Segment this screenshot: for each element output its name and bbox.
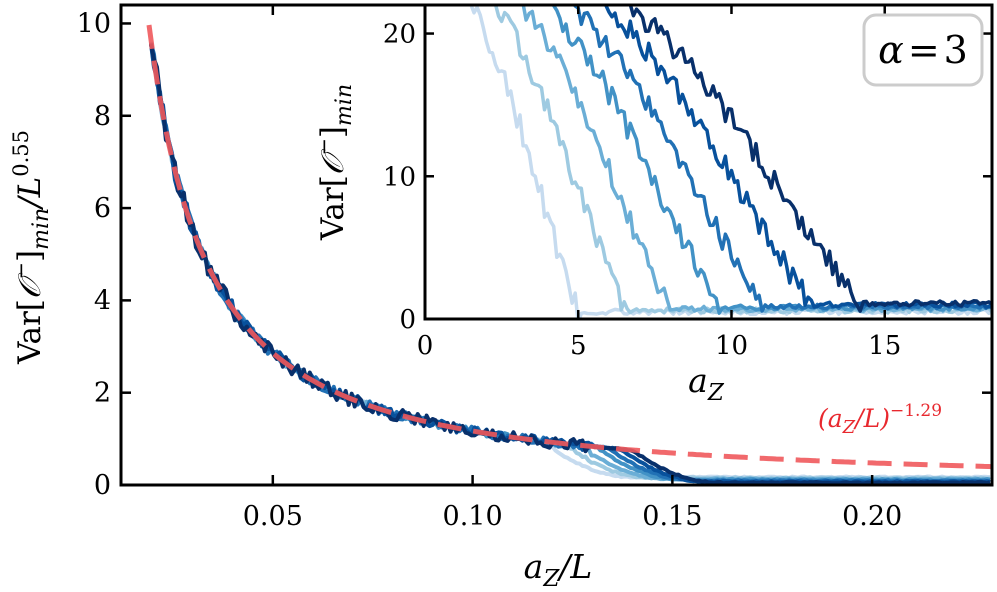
main-xticks: 0.05 0.10 0.15 0.20 xyxy=(243,5,902,532)
inset-ytick-label: 0 xyxy=(399,305,416,335)
inset-xtick-label: 15 xyxy=(868,331,901,361)
main-xtick-label: 0.15 xyxy=(642,501,702,532)
main-ytick-label: 4 xyxy=(94,285,111,316)
main-xtick-label: 0.05 xyxy=(243,501,303,532)
inset-series-line-L5 xyxy=(573,5,992,313)
inset-xtick-label: 0 xyxy=(417,331,434,361)
main-ytick-label: 6 xyxy=(94,193,111,224)
inset-series-line-L7 xyxy=(628,5,992,313)
main-xtick-label: 0.10 xyxy=(443,501,503,532)
alpha-label: α = 3 xyxy=(878,28,968,72)
inset-xtick-label: 5 xyxy=(570,331,587,361)
main-xlabel: aZ/L xyxy=(524,547,593,592)
main-yticks: 0 2 4 6 8 10 xyxy=(77,8,992,501)
main-ytick-label: 8 xyxy=(94,101,111,132)
inset-ytick-label: 20 xyxy=(383,20,416,50)
alpha-annotation: α = 3 xyxy=(862,13,984,87)
inset-frame xyxy=(423,3,994,321)
main-fit-curve xyxy=(146,24,992,470)
inset-series-group xyxy=(469,5,992,319)
main-ytick-label: 2 xyxy=(94,378,111,409)
main-series-line-L7 xyxy=(149,43,991,485)
inset-xlabel: aZ xyxy=(688,361,725,406)
inset-ytick-label: 10 xyxy=(383,162,416,192)
inset-plot: 0 5 10 15 0 10 20 aZ Var[𝒪−]min α = 3 xyxy=(312,3,994,406)
inset-xticks: 0 5 10 15 xyxy=(417,5,901,361)
inset-ylabel: Var[𝒪−]min xyxy=(312,84,357,241)
main-plot: 0.05 0.10 0.15 0.20 0 2 4 6 8 10 aZ/L Var[𝒪−]min… xyxy=(9,3,994,592)
main-xtick-label: 0.20 xyxy=(842,501,902,532)
inset-xtick-label: 10 xyxy=(715,331,748,361)
alpha-box xyxy=(862,13,984,87)
fit-label: (aZ/L)−1.29 xyxy=(818,401,942,438)
main-ytick-label: 10 xyxy=(77,8,111,39)
main-ytick-label: 0 xyxy=(94,470,111,501)
main-ylabel: Var[𝒪−]min/L0.55 xyxy=(9,130,54,365)
inset-yticks: 0 10 20 xyxy=(383,20,992,335)
